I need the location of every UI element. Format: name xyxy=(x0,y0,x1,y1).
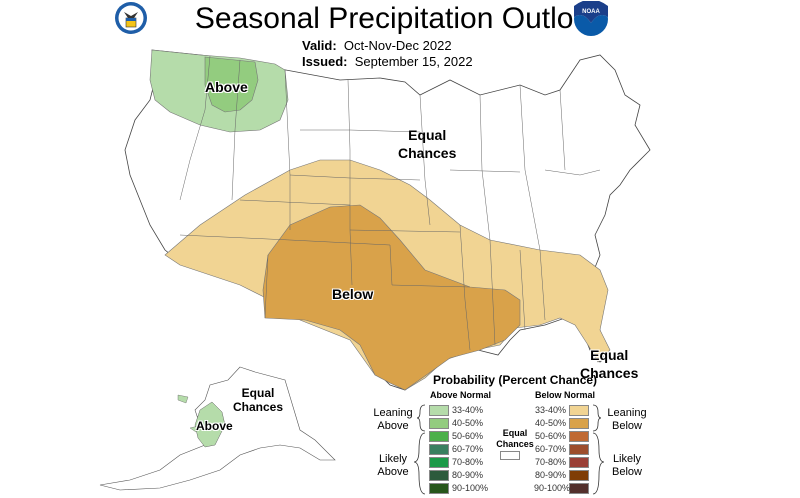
legend-above-swatch xyxy=(429,444,449,455)
legend-below-swatch xyxy=(569,431,589,442)
legend-above-range: 70-80% xyxy=(452,457,484,467)
legend-below-swatch xyxy=(569,470,589,481)
legend-above-range: 33-40% xyxy=(452,405,484,415)
legend-above-range: 80-90% xyxy=(452,470,484,480)
legend-below-range: 60-70% xyxy=(534,444,566,454)
legend-below-range: 70-80% xyxy=(534,457,566,467)
legend-equal-swatch xyxy=(500,451,520,460)
legend-below-header: Below Normal xyxy=(535,390,596,400)
legend-title: Probability (Percent Chance) xyxy=(433,373,598,387)
label-conus-below: Below xyxy=(332,286,374,302)
legend-below-swatch xyxy=(569,457,589,468)
svg-text:NOAA: NOAA xyxy=(582,9,600,15)
label-ak-above: Above xyxy=(196,419,233,433)
legend-leaning-below-label: Leaning Below xyxy=(607,407,647,432)
legend-below-range: 40-50% xyxy=(534,418,566,428)
commerce-seal-icon xyxy=(115,2,147,34)
noaa-logo-icon: NOAA xyxy=(574,1,608,36)
legend-above-swatch xyxy=(429,483,449,494)
valid-value: Oct-Nov-Dec 2022 xyxy=(343,38,452,53)
issued-label: Issued: xyxy=(302,54,348,69)
label-ak-equal-chances: Equal Chances xyxy=(233,386,284,414)
legend-below-swatch xyxy=(569,405,589,416)
issued-value: September 15, 2022 xyxy=(354,54,473,69)
legend-below-range: 33-40% xyxy=(534,405,566,415)
legend-below-swatch xyxy=(569,418,589,429)
state-boundaries xyxy=(179,55,601,351)
legend-above-range: 40-50% xyxy=(452,418,484,428)
below-leaning-40-50-region xyxy=(262,204,521,391)
legend-below-range: 90-100% xyxy=(534,483,571,493)
outlook-meta: Valid: Oct-Nov-Dec 2022 Issued: Septembe… xyxy=(302,38,473,70)
legend-above-range: 50-60% xyxy=(452,431,484,441)
label-conus-equal-chances: Equal Chances xyxy=(398,127,457,161)
legend-above-swatch xyxy=(429,457,449,468)
label-conus-above: Above xyxy=(205,79,248,95)
legend-below-swatch xyxy=(569,483,589,494)
legend-equal-label: Equal Chances xyxy=(496,428,534,449)
legend-below-range: 50-60% xyxy=(534,431,566,441)
legend-above-swatch xyxy=(429,418,449,429)
legend-above-swatch xyxy=(429,405,449,416)
legend-above-range: 90-100% xyxy=(452,483,489,493)
legend-above-header: Above Normal xyxy=(430,390,492,400)
page-title: Seasonal Precipitation Outlook xyxy=(194,2,606,35)
legend-below-range: 80-90% xyxy=(534,470,566,480)
above-leaning-40-50-region xyxy=(204,56,259,113)
legend-above-swatch xyxy=(429,470,449,481)
valid-label: Valid: xyxy=(302,38,337,53)
label-se-equal-chances: Equal Chances xyxy=(580,347,639,381)
legend-above-range: 60-70% xyxy=(452,444,484,454)
legend-leaning-above-label: Leaning Above xyxy=(373,407,413,432)
legend-below-swatch xyxy=(569,444,589,455)
legend-likely-above-label: Likely Above xyxy=(377,453,409,478)
legend-above-swatch xyxy=(429,431,449,442)
legend-likely-below-label: Likely Below xyxy=(612,453,642,478)
